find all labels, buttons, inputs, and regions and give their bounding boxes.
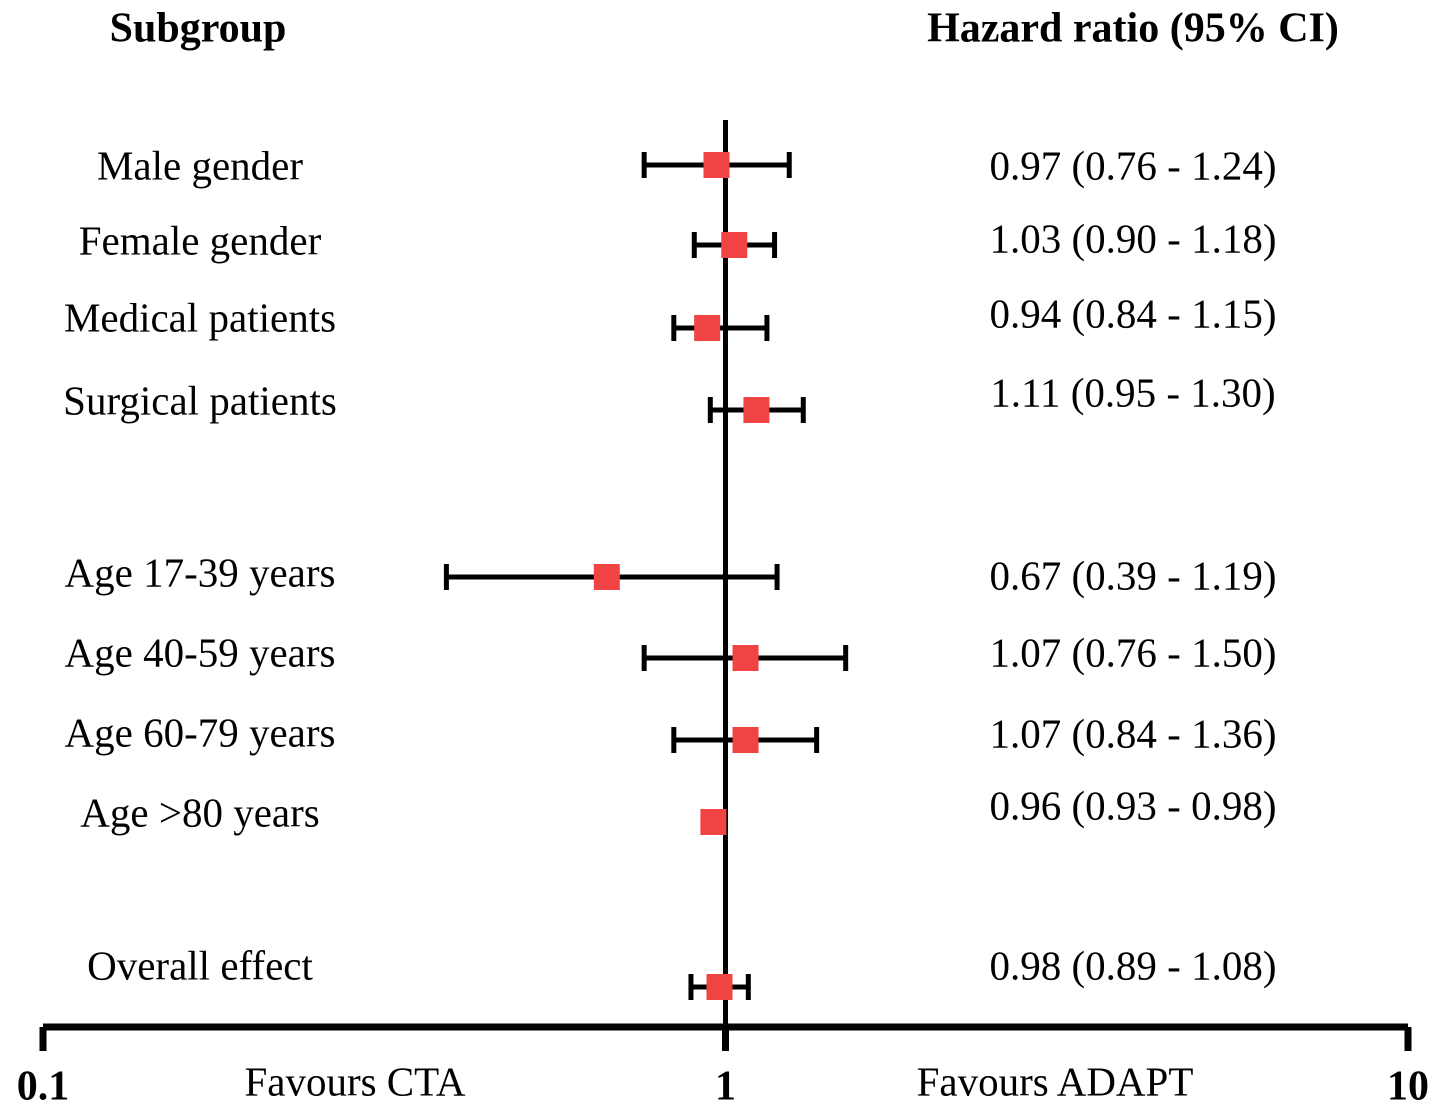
value-label: 0.67 (0.39 - 1.19)	[990, 552, 1277, 598]
estimate-marker	[732, 727, 759, 753]
estimate-marker	[706, 974, 733, 1000]
subgroup-label: Age 17-39 years	[65, 549, 336, 595]
value-label: 0.97 (0.76 - 1.24)	[990, 142, 1277, 188]
x-tick-label: 10	[1387, 1064, 1429, 1110]
estimate-marker	[700, 809, 727, 835]
subgroup-label: Male gender	[97, 142, 303, 188]
subgroup-label: Medical patients	[64, 294, 336, 340]
subgroup-label: Age 40-59 years	[65, 629, 336, 675]
estimate-marker	[593, 564, 620, 590]
value-label: 1.03 (0.90 - 1.18)	[990, 215, 1277, 261]
right-header: Hazard ratio (95% CI)	[927, 6, 1339, 52]
estimate-marker	[732, 645, 759, 671]
left-annotation: Favours CTA	[244, 1058, 465, 1104]
estimate-marker	[721, 232, 748, 258]
right-annotation: Favours ADAPT	[917, 1058, 1194, 1104]
x-tick-label: 1	[715, 1064, 736, 1110]
subgroup-label: Age >80 years	[80, 789, 319, 835]
subgroup-label: Age 60-79 years	[65, 709, 336, 755]
subgroup-label: Surgical patients	[63, 377, 337, 423]
subgroup-label: Female gender	[79, 217, 322, 263]
estimate-marker	[743, 397, 770, 423]
value-label: 1.11 (0.95 - 1.30)	[990, 369, 1275, 415]
value-label: 0.94 (0.84 - 1.15)	[990, 290, 1277, 336]
value-label: 0.98 (0.89 - 1.08)	[990, 942, 1277, 988]
value-label: 1.07 (0.84 - 1.36)	[990, 710, 1277, 756]
left-header: Subgroup	[110, 6, 287, 52]
subgroup-label: Overall effect	[87, 942, 313, 988]
value-label: 1.07 (0.76 - 1.50)	[990, 629, 1277, 675]
x-tick-label: 0.1	[17, 1064, 70, 1110]
estimate-marker	[703, 152, 730, 178]
estimate-marker	[694, 315, 721, 341]
value-label: 0.96 (0.93 - 0.98)	[990, 782, 1277, 828]
